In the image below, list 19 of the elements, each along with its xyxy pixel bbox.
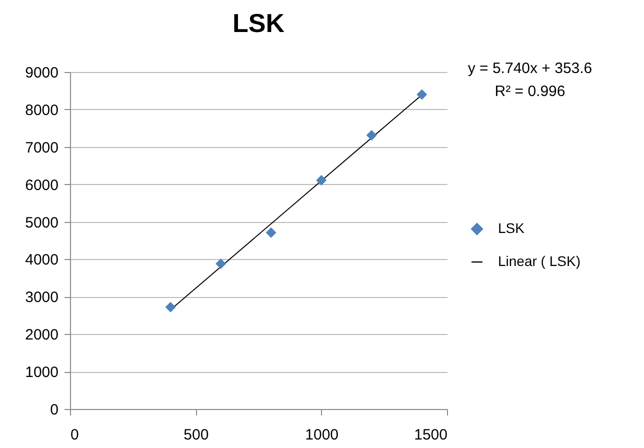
legend-label: Linear ( LSK): [498, 253, 580, 269]
y-tick-label: 2000: [25, 326, 58, 344]
legend-label: LSK: [498, 220, 526, 236]
y-tick-label: 4000: [25, 252, 58, 269]
x-tick-label: 1500: [414, 426, 448, 444]
y-tick-label: 8000: [25, 102, 58, 119]
y-tick-label: 6000: [25, 176, 58, 194]
x-tick-label: 500: [184, 426, 209, 444]
y-tick-label: 1000: [25, 364, 58, 382]
y-tick-label: 9000: [25, 64, 58, 82]
chart-title: LSK: [232, 8, 285, 38]
text: R² = 0.996: [494, 83, 566, 100]
x-tick-label: 1000: [305, 426, 339, 444]
x-tick-label: 0: [70, 426, 79, 444]
y-tick-label: 3000: [25, 289, 58, 306]
y-tick-label: 5000: [25, 214, 58, 232]
text: y = 5.740x + 353.6: [468, 60, 592, 77]
y-tick-label: 7000: [25, 139, 58, 156]
y-tick-label: 0: [50, 402, 58, 418]
